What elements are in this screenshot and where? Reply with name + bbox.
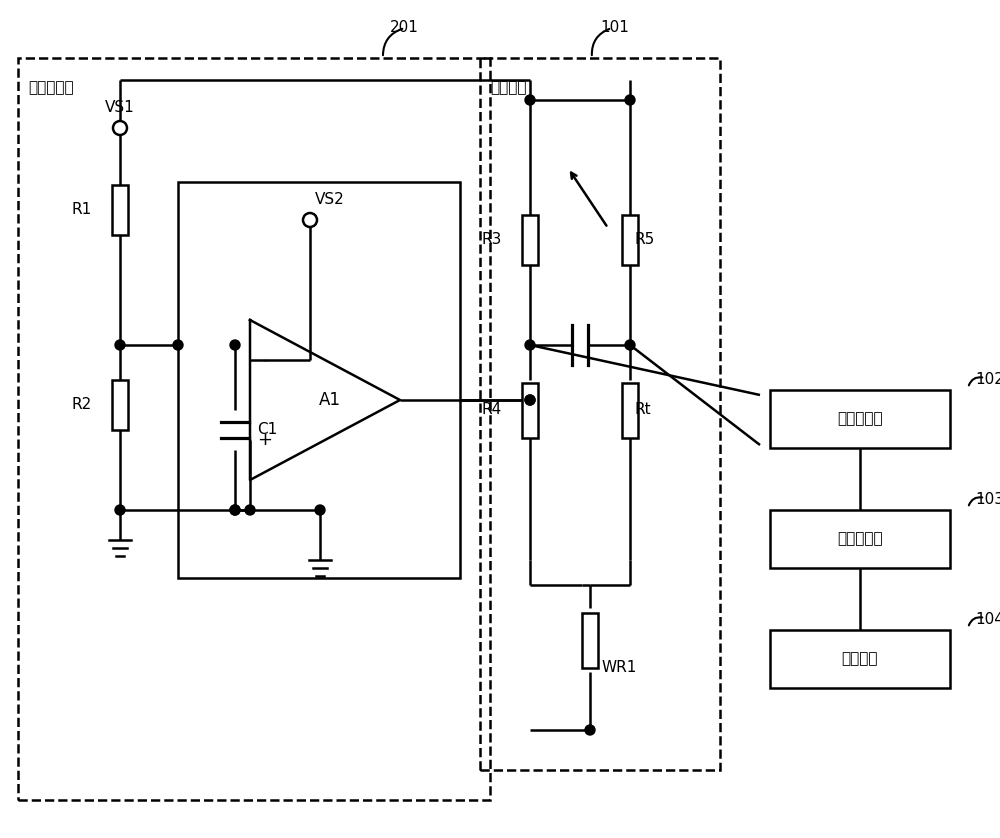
Bar	[770, 390, 950, 448]
Circle shape	[525, 395, 535, 405]
Bar	[178, 182, 460, 578]
Bar	[770, 630, 950, 688]
Text: 101: 101	[600, 20, 629, 35]
Text: R4: R4	[482, 402, 502, 417]
Text: 104: 104	[975, 613, 1000, 628]
Text: 电压比较器: 电压比较器	[837, 531, 883, 546]
Bar	[112, 185, 128, 235]
Circle shape	[315, 505, 325, 515]
Circle shape	[525, 340, 535, 350]
Circle shape	[525, 395, 535, 405]
Text: 消噪电压器: 消噪电压器	[28, 80, 74, 95]
Circle shape	[230, 505, 240, 515]
Text: R5: R5	[635, 232, 655, 247]
Text: C1: C1	[257, 422, 277, 437]
Circle shape	[115, 505, 125, 515]
Text: VS2: VS2	[315, 193, 345, 208]
Text: 201: 201	[390, 20, 419, 35]
Bar	[622, 215, 638, 265]
Circle shape	[173, 340, 183, 350]
Circle shape	[245, 505, 255, 515]
Text: 电压放大器: 电压放大器	[837, 411, 883, 427]
Text: Rt: Rt	[635, 402, 652, 417]
Bar	[112, 380, 128, 430]
Circle shape	[625, 95, 635, 105]
Bar	[480, 58, 720, 770]
Text: 103: 103	[975, 493, 1000, 508]
Circle shape	[230, 340, 240, 350]
Text: R2: R2	[72, 397, 92, 412]
Text: VS1: VS1	[105, 101, 135, 116]
Text: +: +	[258, 431, 272, 449]
Text: 102: 102	[975, 373, 1000, 387]
Circle shape	[230, 505, 240, 515]
Bar	[622, 383, 638, 438]
Circle shape	[115, 340, 125, 350]
Bar	[18, 58, 490, 800]
Text: R1: R1	[72, 203, 92, 218]
Circle shape	[585, 725, 595, 735]
Bar	[522, 215, 538, 265]
Bar	[770, 510, 950, 568]
Bar	[522, 383, 538, 438]
Circle shape	[625, 340, 635, 350]
Text: WR1: WR1	[602, 660, 637, 675]
Text: R3: R3	[482, 232, 502, 247]
Text: -: -	[262, 351, 268, 369]
Text: A1: A1	[319, 391, 341, 409]
Text: 电桥电路: 电桥电路	[490, 80, 526, 95]
Circle shape	[525, 95, 535, 105]
Text: 报警模块: 报警模块	[842, 651, 878, 666]
Bar	[582, 613, 598, 668]
